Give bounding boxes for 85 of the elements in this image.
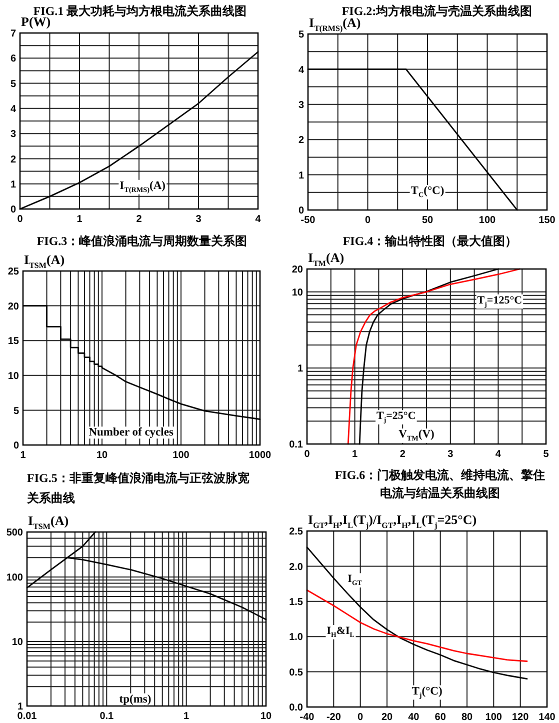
y-tick-label: 0.1 — [289, 440, 304, 451]
y-tick-label: 0 — [10, 204, 16, 216]
x-tick-label: 3 — [448, 449, 454, 460]
x-tick-label: 20 — [381, 712, 393, 723]
x-tick-label: -40 — [300, 712, 315, 723]
y-tick-label: 3 — [10, 129, 16, 140]
x-tick-label: 0.01 — [17, 711, 38, 722]
series-label: T$_{j}$=25°C — [376, 410, 416, 424]
y-tick-label: 4 — [298, 64, 304, 76]
x-tick-label: 100 — [485, 712, 502, 723]
y-tick-label: 0.0 — [289, 702, 304, 714]
x-tick-label: 1 — [352, 449, 358, 460]
y-tick-label: 2.5 — [289, 526, 304, 538]
x-tick-label: 3 — [196, 214, 202, 225]
y-tick-label: 2.0 — [289, 562, 304, 573]
x-axis-title: V$_{TM}$(V) — [398, 428, 434, 443]
y-axis-title: I$_{TM}$(A) — [308, 250, 344, 268]
y-tick-label: 2 — [10, 154, 16, 166]
x-axis-title: Number of cycles — [88, 426, 174, 439]
y-tick-label: 10 — [8, 371, 20, 382]
y-tick-label: 20 — [292, 264, 304, 276]
x-tick-label: 4 — [495, 449, 502, 460]
y-tick-label: 3 — [298, 100, 304, 111]
chart-title: FIG.5：非重复峰值浪涌电流与正弦波脉宽关系曲线 — [26, 471, 250, 505]
y-tick-label: 5 — [13, 406, 20, 417]
y-tick-label: 25 — [8, 266, 20, 278]
x-tick-label: 0 — [364, 215, 371, 226]
y-axis-title: I$_{TSM}$(A) — [28, 513, 69, 531]
y-tick-label: 0.5 — [289, 667, 304, 678]
x-axis-title: T$_{j}$(°C) — [412, 685, 442, 700]
x-tick-label: 0.1 — [100, 711, 114, 722]
x-tick-label: 50 — [422, 215, 434, 226]
x-tick-label: 80 — [461, 712, 473, 723]
y-axis-title: I$_{TSM}$(A) — [24, 252, 65, 270]
chart-title: FIG.4：输出特性图（最大值图） — [342, 234, 518, 248]
y-tick-label: 1 — [10, 179, 16, 190]
x-tick-label: 1000 — [248, 450, 272, 461]
y-tick-label: 15 — [8, 336, 20, 348]
x-tick-label: 140 — [538, 712, 556, 723]
x-tick-label: 1 — [76, 214, 83, 225]
x-tick-label: -50 — [300, 215, 316, 226]
x-tick-label: 150 — [538, 215, 556, 226]
y-tick-label: 4 — [10, 104, 16, 116]
y-tick-label: 7 — [10, 28, 16, 40]
x-tick-label: 4 — [255, 214, 262, 225]
x-tick-label: 2 — [136, 214, 142, 225]
y-tick-label: 500 — [6, 528, 24, 539]
y-tick-label: 1 — [298, 170, 304, 182]
y-tick-label: 100 — [6, 572, 24, 584]
x-axis-title: tp(ms) — [119, 693, 152, 706]
y-tick-label: 1 — [297, 364, 304, 375]
x-tick-label: 120 — [512, 712, 530, 723]
x-tick-label: 1 — [184, 711, 190, 722]
x-axis-title: T$_{C}$(°C) — [410, 184, 444, 200]
y-tick-label: 2 — [298, 135, 304, 146]
series-label: I$_{GT}$ — [348, 573, 362, 588]
y-tick-label: 0 — [13, 440, 20, 452]
x-axis-title: I$_{T(RMS)}$(A) — [120, 180, 166, 194]
chart-title: FIG.6：门极触发电流、维持电流、擎住电流与结温关系曲线图 — [334, 468, 546, 500]
y-tick-label: 1.0 — [289, 632, 304, 644]
y-axis-title: I$_{T(RMS)}$(A) — [309, 15, 361, 33]
y-tick-label: 0 — [298, 206, 304, 217]
x-tick-label: 0 — [358, 712, 364, 723]
x-tick-label: 2 — [400, 449, 406, 460]
series-label: T$_{j}$=125°C — [477, 294, 522, 309]
chart-title: FIG.2:均方根电流与壳温关系曲线图 — [342, 4, 532, 18]
x-tick-label: 10 — [96, 450, 108, 461]
y-tick-label: 1 — [17, 702, 24, 713]
x-tick-label: 10 — [260, 711, 272, 722]
x-tick-label: 100 — [478, 215, 496, 226]
series-label: I$_{H}$&I$_{L}$ — [326, 625, 354, 640]
y-tick-label: 5 — [10, 78, 16, 90]
y-tick-label: 1.5 — [289, 597, 304, 608]
y-tick-label: 20 — [8, 301, 20, 312]
x-tick-label: 40 — [408, 712, 420, 723]
y-axis-title: I$_{GT}$,I$_{H}$,I$_{L}$(T$_{j}$)/I$_{GT}$,I$_{H}$,I$_{L}$(T$_{j}$=25°C) — [308, 512, 477, 530]
x-tick-label: 100 — [172, 450, 190, 461]
y-tick-label: 10 — [12, 637, 24, 648]
x-tick-label: -20 — [326, 712, 342, 723]
x-tick-label: 60 — [434, 712, 446, 723]
y-tick-label: 10 — [292, 287, 304, 298]
x-tick-label: 5 — [543, 449, 550, 460]
chart-title: FIG.3：峰值浪涌电流与周期数量关系图 — [36, 234, 248, 248]
y-tick-label: 5 — [298, 30, 304, 41]
y-tick-label: 6 — [10, 54, 16, 65]
